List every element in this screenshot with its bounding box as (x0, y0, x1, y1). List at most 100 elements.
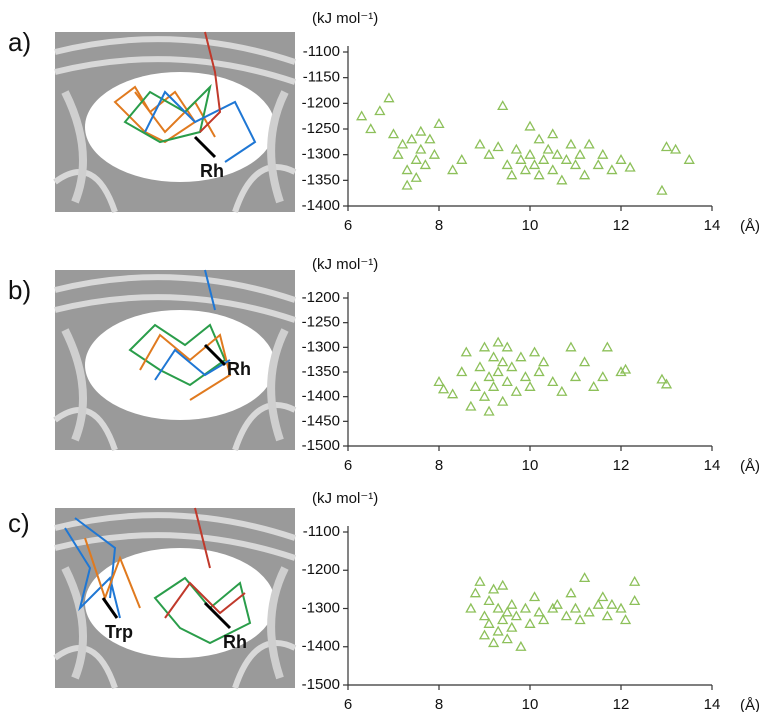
y-tick-label: -1250 (302, 120, 340, 137)
point (494, 604, 503, 612)
point (416, 145, 425, 153)
point (557, 387, 566, 395)
image-label: Rh (227, 359, 251, 379)
point (521, 372, 530, 380)
x-tick-label: 14 (704, 217, 721, 234)
point (475, 140, 484, 148)
point (603, 343, 612, 351)
point (485, 150, 494, 158)
y-tick-label: -1500 (302, 676, 340, 693)
point (384, 94, 393, 102)
point (503, 377, 512, 385)
point (503, 343, 512, 351)
point (407, 135, 416, 143)
point (494, 338, 503, 346)
point (480, 392, 489, 400)
point (507, 363, 516, 371)
y-tick-label: -1350 (302, 171, 340, 188)
point (480, 631, 489, 639)
y-axis-label: (kJ mol⁻¹) (312, 256, 378, 273)
point (548, 166, 557, 174)
y-tick-label: -1400 (302, 388, 340, 405)
y-tick-label: -1350 (302, 363, 340, 380)
y-tick-label: -1200 (302, 561, 340, 578)
x-tick-label: 6 (344, 457, 352, 474)
point (571, 604, 580, 612)
point (626, 163, 635, 171)
point (594, 160, 603, 168)
point (366, 125, 375, 133)
y-tick-label: -1400 (302, 197, 340, 214)
point (421, 160, 430, 168)
point (585, 140, 594, 148)
point (494, 627, 503, 635)
point (462, 348, 471, 356)
point (630, 596, 639, 604)
x-tick-label: 12 (613, 217, 630, 234)
x-tick-label: 10 (522, 457, 539, 474)
point (498, 397, 507, 405)
point (535, 368, 544, 376)
panel-label: b) (8, 275, 31, 305)
point (571, 372, 580, 380)
point (598, 372, 607, 380)
point (571, 160, 580, 168)
image-label: Trp (105, 622, 133, 642)
y-tick-label: -1150 (303, 69, 340, 86)
point (521, 604, 530, 612)
point (617, 155, 626, 163)
figure: a) b) c) Rh Rh Trp Rh (kJ mol⁻¹)(Å)-1100… (0, 0, 770, 712)
point (512, 387, 521, 395)
point (485, 619, 494, 627)
point (580, 573, 589, 581)
y-tick-label: -1200 (302, 289, 340, 306)
point (576, 150, 585, 158)
point (553, 600, 562, 608)
x-tick-label: 8 (435, 457, 443, 474)
point (589, 382, 598, 390)
point (416, 127, 425, 135)
y-axis-label: (kJ mol⁻¹) (312, 10, 378, 27)
x-tick-label: 12 (613, 696, 630, 712)
point (466, 402, 475, 410)
point (516, 155, 525, 163)
point (671, 145, 680, 153)
point (657, 186, 666, 194)
point (480, 343, 489, 351)
point (594, 600, 603, 608)
x-tick-label: 14 (704, 457, 721, 474)
y-tick-label: -1100 (303, 523, 340, 540)
panel-label: a) (8, 27, 31, 57)
point (412, 173, 421, 181)
point (562, 612, 571, 620)
point (485, 407, 494, 415)
point (630, 577, 639, 585)
y-tick-label: -1450 (302, 412, 340, 429)
point (580, 171, 589, 179)
y-tick-label: -1300 (302, 599, 340, 616)
point (435, 119, 444, 127)
point (603, 612, 612, 620)
point (566, 140, 575, 148)
point (480, 612, 489, 620)
point (503, 635, 512, 643)
y-tick-label: -1400 (302, 638, 340, 655)
x-axis-label: (Å) (740, 218, 760, 235)
point (475, 363, 484, 371)
point (662, 142, 671, 150)
y-tick-label: -1200 (302, 94, 340, 111)
point (448, 166, 457, 174)
point (617, 604, 626, 612)
x-tick-label: 12 (613, 457, 630, 474)
point (521, 166, 530, 174)
point (530, 160, 539, 168)
point (548, 377, 557, 385)
point (598, 150, 607, 158)
point (598, 593, 607, 601)
point (512, 145, 521, 153)
structure-image: Rh (55, 32, 295, 212)
point (512, 612, 521, 620)
point (475, 577, 484, 585)
structure-image: Rh (55, 270, 295, 450)
point (494, 368, 503, 376)
